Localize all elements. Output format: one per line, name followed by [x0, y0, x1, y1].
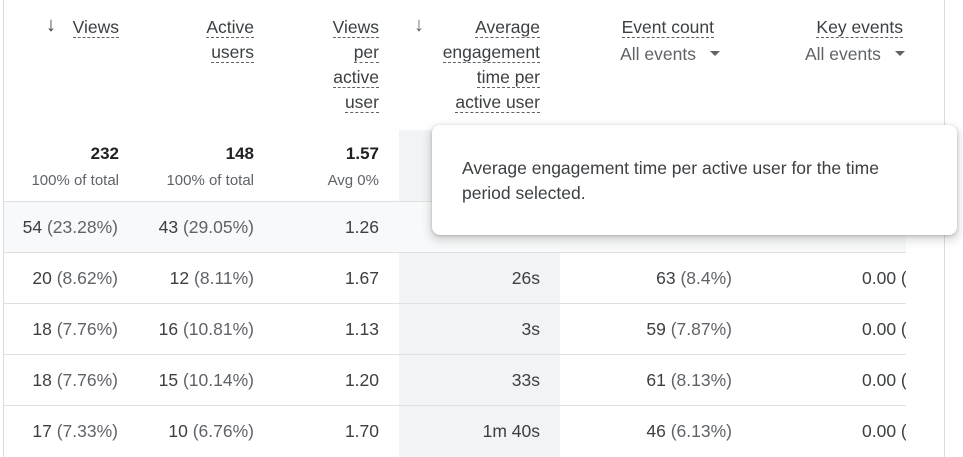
cell-vpau: 1.20: [344, 370, 379, 390]
cell-vpau: 1.70: [344, 421, 379, 441]
cell-event-count: 59 (7.87%): [646, 319, 732, 339]
cell-active-users: 43 (29.05%): [158, 217, 254, 237]
cell-key-events: 0.00 (: [862, 421, 906, 441]
table-left-border: [3, 0, 4, 457]
cell-views: 54 (23.28%): [22, 217, 118, 237]
total-views-pct: 100% of total: [31, 172, 119, 189]
total-vpau-pct: Avg 0%: [327, 172, 379, 189]
cell-vpau: 1.26: [344, 217, 379, 237]
header-aet-line2: engagement: [442, 42, 540, 63]
total-views: 232: [90, 144, 119, 163]
header-views-per-active-user[interactable]: Views per active user: [300, 15, 379, 115]
sort-arrow-icon[interactable]: ↓: [414, 14, 424, 36]
header-vpau-line2: per: [353, 42, 379, 63]
cell-vpau: 1.13: [344, 319, 379, 339]
cell-active-users: 10 (6.76%): [168, 421, 254, 441]
dropdown-caret-icon: [710, 50, 720, 56]
header-vpau-line3: active: [333, 67, 379, 88]
sort-descending-icon[interactable]: ↓: [46, 14, 56, 36]
tooltip-text: Average engagement time per active user …: [462, 158, 879, 203]
total-active-users: 148: [225, 144, 254, 163]
table-row[interactable]: 20 (8.62%) 12 (8.11%) 1.67 26s 63 (8.4%)…: [4, 252, 906, 304]
header-key-events[interactable]: Key events: [790, 15, 903, 40]
header-key-events-label: Key events: [816, 17, 903, 38]
cell-active-users: 12 (8.11%): [169, 268, 254, 288]
header-vpau-line4: user: [344, 92, 379, 113]
cell-aet: 26s: [511, 268, 540, 288]
header-aet-line3: time per: [476, 67, 540, 88]
cell-key-events: 0.00 (: [862, 268, 906, 288]
table-row[interactable]: 17 (7.33%) 10 (6.76%) 1.70 1m 40s 46 (6.…: [4, 405, 906, 457]
header-average-engagement-time[interactable]: Average engagement time per active user: [430, 15, 540, 115]
cell-views: 18 (7.76%): [32, 370, 118, 390]
header-aet-line1: Average: [475, 17, 540, 38]
dropdown-caret-icon: [894, 50, 905, 56]
header-vpau-line1: Views: [332, 17, 379, 38]
cell-active-users: 16 (10.81%): [158, 319, 254, 339]
total-active-users-pct: 100% of total: [166, 172, 254, 189]
cell-event-count: 63 (8.4%): [656, 268, 732, 288]
cell-active-users: 15 (10.14%): [158, 370, 254, 390]
table-row[interactable]: 18 (7.76%) 15 (10.14%) 1.20 33s 61 (8.13…: [4, 354, 906, 406]
tooltip: Average engagement time per active user …: [432, 125, 957, 235]
cell-aet: 33s: [511, 370, 540, 390]
cell-aet: 3s: [521, 319, 540, 339]
header-active-users-line2: users: [211, 42, 254, 63]
cell-key-events: 0.00 (: [862, 319, 906, 339]
cell-vpau: 1.67: [344, 268, 379, 288]
header-views[interactable]: Views: [60, 15, 119, 40]
event-count-filter-label: All events: [620, 44, 696, 64]
cell-views: 20 (8.62%): [32, 268, 118, 288]
cell-views: 17 (7.33%): [32, 421, 118, 441]
header-event-count[interactable]: Event count: [590, 15, 714, 40]
cell-event-count: 61 (8.13%): [646, 370, 732, 390]
total-vpau: 1.57: [345, 144, 379, 163]
cell-views: 18 (7.76%): [32, 319, 118, 339]
cell-event-count: 46 (6.13%): [646, 421, 732, 441]
header-active-users-line1: Active: [206, 17, 254, 38]
table-row[interactable]: 18 (7.76%) 16 (10.81%) 1.13 3s 59 (7.87%…: [4, 303, 906, 355]
key-events-filter-label: All events: [805, 44, 881, 64]
header-aet-line4: active user: [455, 92, 540, 113]
header-active-users[interactable]: Active users: [160, 15, 254, 65]
cell-aet: 1m 40s: [482, 421, 540, 441]
key-events-filter-dropdown[interactable]: All events: [770, 42, 906, 67]
header-event-count-label: Event count: [621, 17, 714, 38]
header-views-label: Views: [72, 17, 119, 38]
cell-key-events: 0.00 (: [862, 370, 906, 390]
event-count-filter-dropdown[interactable]: All events: [580, 42, 720, 67]
